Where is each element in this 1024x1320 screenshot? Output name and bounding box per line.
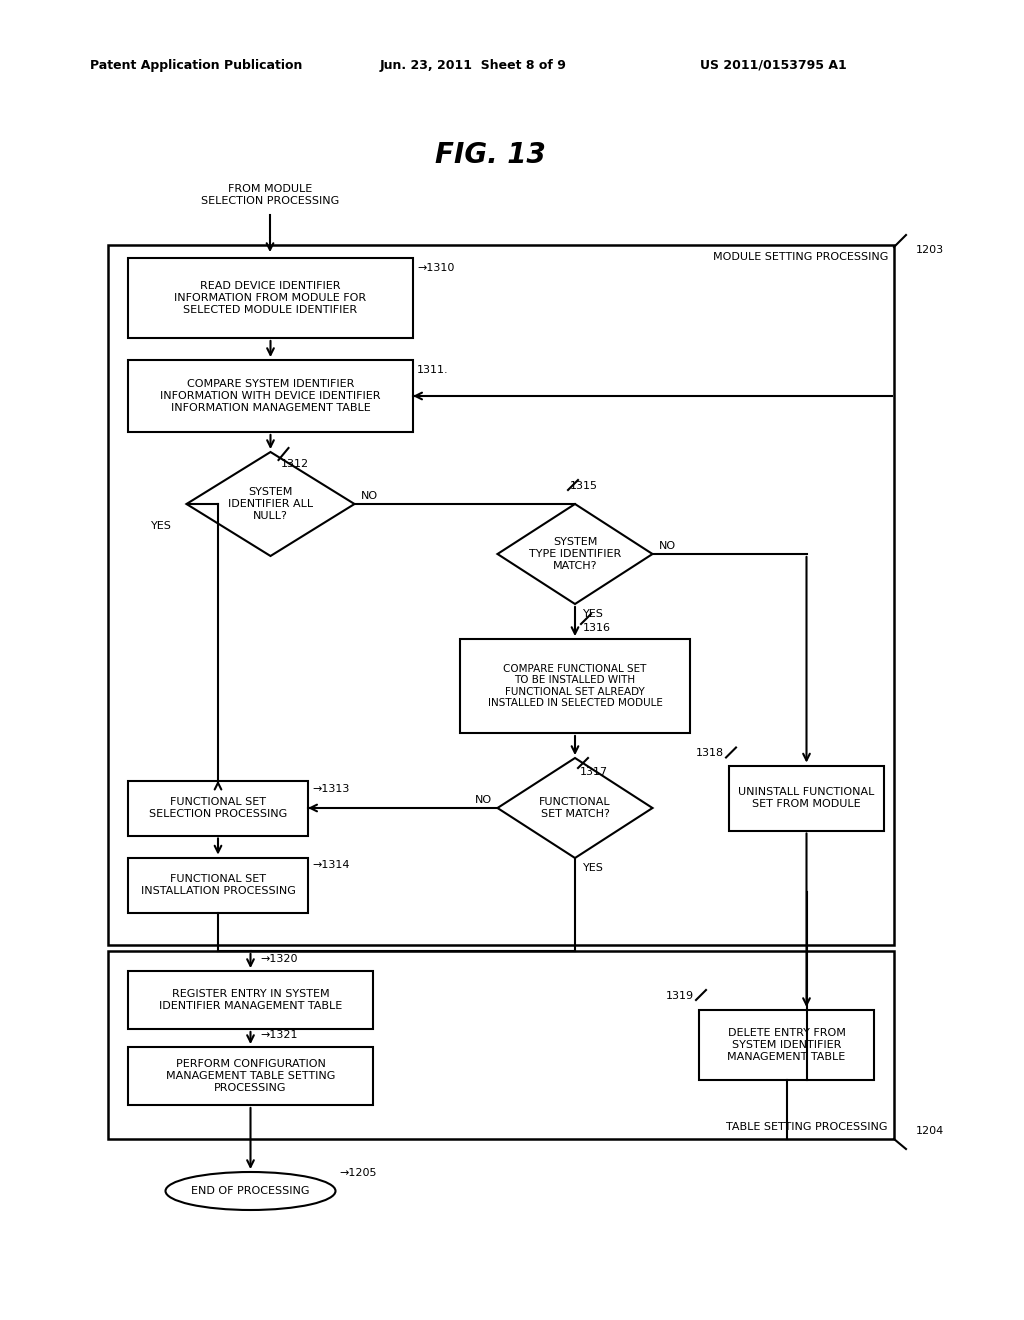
Text: REGISTER ENTRY IN SYSTEM
IDENTIFIER MANAGEMENT TABLE: REGISTER ENTRY IN SYSTEM IDENTIFIER MANA…	[159, 989, 342, 1011]
Text: Patent Application Publication: Patent Application Publication	[90, 58, 302, 71]
Text: →1313: →1313	[312, 784, 349, 793]
Ellipse shape	[166, 1172, 336, 1210]
Text: 1318: 1318	[696, 748, 724, 759]
Text: SYSTEM
TYPE IDENTIFIER
MATCH?: SYSTEM TYPE IDENTIFIER MATCH?	[528, 537, 622, 570]
Text: 1315: 1315	[570, 480, 598, 491]
Polygon shape	[498, 758, 652, 858]
Text: DELETE ENTRY FROM
SYSTEM IDENTIFIER
MANAGEMENT TABLE: DELETE ENTRY FROM SYSTEM IDENTIFIER MANA…	[727, 1028, 846, 1061]
Text: FROM MODULE
SELECTION PROCESSING: FROM MODULE SELECTION PROCESSING	[201, 185, 339, 206]
Text: →1310: →1310	[417, 263, 455, 273]
Bar	[108, 950, 894, 1139]
Text: US 2011/0153795 A1: US 2011/0153795 A1	[700, 58, 847, 71]
Text: →1205: →1205	[340, 1168, 377, 1177]
Bar	[128, 360, 413, 432]
Text: FIG. 13: FIG. 13	[434, 141, 546, 169]
Text: FUNCTIONAL SET
INSTALLATION PROCESSING: FUNCTIONAL SET INSTALLATION PROCESSING	[140, 874, 296, 896]
Text: READ DEVICE IDENTIFIER
INFORMATION FROM MODULE FOR
SELECTED MODULE IDENTIFIER: READ DEVICE IDENTIFIER INFORMATION FROM …	[174, 281, 367, 314]
Text: →1320: →1320	[260, 954, 298, 964]
Text: 1316: 1316	[583, 623, 611, 634]
Bar	[108, 246, 894, 945]
Text: 1203: 1203	[916, 246, 944, 255]
Bar	[128, 972, 373, 1030]
Bar	[699, 1010, 874, 1080]
Text: Jun. 23, 2011  Sheet 8 of 9: Jun. 23, 2011 Sheet 8 of 9	[380, 58, 567, 71]
Polygon shape	[186, 451, 354, 556]
Text: UNINSTALL FUNCTIONAL
SET FROM MODULE: UNINSTALL FUNCTIONAL SET FROM MODULE	[738, 787, 874, 809]
Bar	[128, 780, 308, 836]
Text: YES: YES	[583, 863, 604, 873]
Bar	[729, 766, 884, 830]
Text: NO: NO	[474, 795, 492, 805]
Bar	[460, 639, 690, 733]
Text: →1314: →1314	[312, 861, 349, 870]
Text: →1321: →1321	[260, 1030, 298, 1040]
Text: NO: NO	[360, 491, 378, 502]
Text: YES: YES	[583, 609, 604, 619]
Text: SYSTEM
IDENTIFIER ALL
NULL?: SYSTEM IDENTIFIER ALL NULL?	[228, 487, 313, 520]
Bar	[128, 858, 308, 912]
Text: 1312: 1312	[281, 459, 308, 469]
Text: NO: NO	[658, 541, 676, 550]
Text: 1311.: 1311.	[417, 366, 449, 375]
Text: 1319: 1319	[666, 991, 694, 1001]
Polygon shape	[498, 504, 652, 605]
Text: YES: YES	[151, 521, 171, 531]
Text: COMPARE FUNCTIONAL SET
TO BE INSTALLED WITH
FUNCTIONAL SET ALREADY
INSTALLED IN : COMPARE FUNCTIONAL SET TO BE INSTALLED W…	[487, 664, 663, 709]
Text: PERFORM CONFIGURATION
MANAGEMENT TABLE SETTING
PROCESSING: PERFORM CONFIGURATION MANAGEMENT TABLE S…	[166, 1060, 335, 1093]
Text: TABLE SETTING PROCESSING: TABLE SETTING PROCESSING	[726, 1122, 888, 1133]
Text: 1204: 1204	[916, 1126, 944, 1137]
Bar	[128, 1047, 373, 1105]
Text: MODULE SETTING PROCESSING: MODULE SETTING PROCESSING	[713, 252, 888, 261]
Bar	[128, 257, 413, 338]
Text: FUNCTIONAL
SET MATCH?: FUNCTIONAL SET MATCH?	[540, 797, 610, 818]
Text: 1317: 1317	[580, 767, 608, 777]
Text: END OF PROCESSING: END OF PROCESSING	[191, 1185, 309, 1196]
Text: FUNCTIONAL SET
SELECTION PROCESSING: FUNCTIONAL SET SELECTION PROCESSING	[148, 797, 287, 818]
Text: COMPARE SYSTEM IDENTIFIER
INFORMATION WITH DEVICE IDENTIFIER
INFORMATION MANAGEM: COMPARE SYSTEM IDENTIFIER INFORMATION WI…	[160, 379, 381, 413]
